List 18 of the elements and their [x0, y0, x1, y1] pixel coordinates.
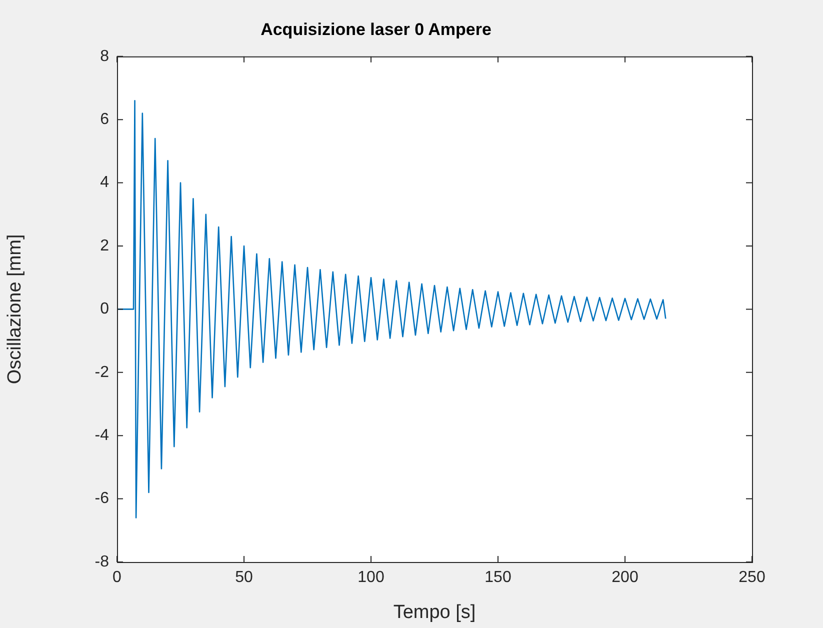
y-tick-label: -6: [94, 490, 110, 508]
x-tick-label: 0: [112, 569, 122, 586]
x-axis-title: Tempo [s]: [393, 602, 476, 623]
y-tick-label: -2: [94, 364, 110, 381]
x-tick-label: 100: [358, 569, 384, 586]
y-tick-label: 0: [100, 300, 110, 318]
x-tick-label: 200: [612, 569, 638, 586]
y-tick-label: 8: [100, 48, 110, 65]
y-tick-label: 6: [100, 111, 110, 128]
y-tick-label: 4: [100, 174, 110, 192]
y-tick-label: -8: [94, 553, 110, 570]
y-axis-title: Oscillazione [mm]: [4, 234, 26, 384]
y-tick-label: 2: [100, 237, 110, 254]
chart-title: Acquisizione laser 0 Ampere: [260, 20, 492, 39]
x-tick-label: 250: [738, 569, 766, 586]
y-tick-label: -4: [94, 427, 110, 444]
x-tick-label: 150: [484, 569, 512, 586]
x-tick-label: 50: [235, 569, 253, 586]
